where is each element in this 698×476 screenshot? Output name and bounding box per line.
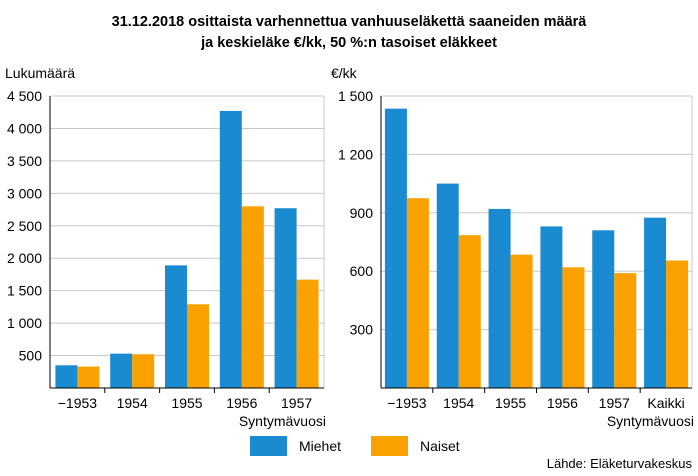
chart-title: 31.12.2018 osittaista varhennettua vanhu… [0,12,698,54]
bar-miehet-4 [219,110,242,389]
bar-naiset-5 [614,273,637,388]
bar-naiset-1 [406,198,429,388]
x-tick-label: 1954 [443,395,474,411]
y-tick-label: 300 [350,322,374,338]
legend-label-miehet: Miehet [299,438,342,454]
chart-panel-2: 300 600 900 1 200 1 500 −1953 1954 1955 1956 1957… [331,65,694,429]
bar-naiset-3 [187,304,209,388]
legend-item-miehet: Miehet [250,436,341,456]
legend-swatch-miehet [250,436,287,456]
x-tick-label: 1957 [281,395,312,411]
chart-panel-1: 500 1 000 1 500 2 000 2 500 3 000 3 500 4 000 4 … [5,65,326,429]
chart-title-line-1: 31.12.2018 osittaista varhennettua vanhu… [111,14,587,30]
y-tick-label: 1 000 [7,315,42,331]
x-axis-label: Syntymävuosi [239,413,326,429]
x-tick-label: 1955 [171,395,202,411]
bar-naiset-2 [132,354,155,388]
bar-miehet-1 [384,108,407,389]
bar-naiset-4 [241,206,264,388]
y-tick-label: 1 500 [7,283,42,299]
y-tick-label: 900 [350,205,374,221]
bar-miehet-2 [436,183,459,388]
x-tick-label: 1955 [495,395,526,411]
y-axis-label: €/kk [331,65,358,81]
legend-label-naiset: Naiset [420,438,460,454]
bar-miehet-3 [488,208,511,388]
y-tick-label: 1 200 [338,146,373,162]
x-tick-label: −1953 [58,395,98,411]
y-tick-label: 4 500 [7,88,42,104]
y-tick-label: 3 500 [7,153,42,169]
bar-naiset-4 [562,267,585,388]
x-tick-label: 1956 [226,395,257,411]
bar-miehet-2 [110,353,133,388]
x-tick-label: 1956 [547,395,578,411]
legend-item-naiset: Naiset [371,436,460,456]
x-tick-label: −1953 [387,395,427,411]
y-tick-label: 3 000 [7,185,42,201]
bar-naiset-5 [296,279,319,388]
y-tick-label: 500 [19,348,43,364]
source-note: Lähde: Eläketurvakeskus [546,456,692,471]
y-tick-label: 2 500 [7,218,42,234]
bar-miehet-1 [55,365,78,388]
x-tick-label: 1954 [117,395,148,411]
x-tick-label: 1957 [599,395,630,411]
y-tick-label: 1 500 [338,88,373,104]
legend-swatch-naiset [371,436,408,456]
bar-miehet-6 [644,217,667,388]
bar-miehet-5 [274,208,297,388]
bar-naiset-1 [77,366,100,388]
chart-title-line-2: ja keskieläke €/kk, 50 %:n tasoiset eläk… [201,35,497,51]
y-tick-label: 2 000 [7,250,42,266]
x-tick-label: Kaikki [647,395,684,411]
y-tick-label: 4 000 [7,120,42,136]
bar-miehet-3 [165,265,187,388]
bar-miehet-4 [540,226,563,388]
y-tick-label: 600 [350,263,374,279]
bar-miehet-5 [592,230,615,388]
x-axis-label: Syntymävuosi [607,413,694,429]
bar-naiset-3 [510,254,533,388]
y-axis-label: Lukumäärä [5,65,75,81]
bar-naiset-6 [666,260,689,388]
bar-naiset-2 [458,235,481,388]
